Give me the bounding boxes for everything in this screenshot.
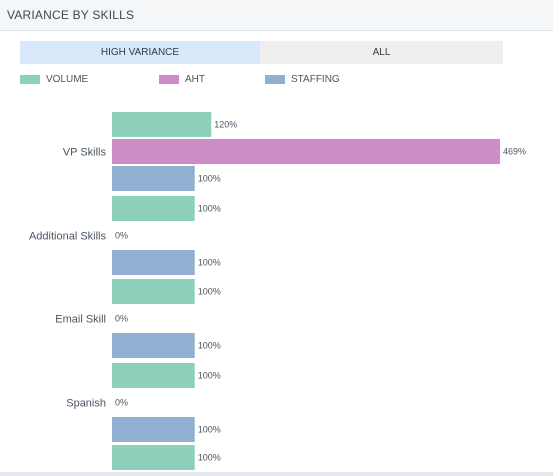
data-label-additional-skills-aht: 0% <box>115 231 128 241</box>
bar-additional-skills-staffing <box>112 250 195 275</box>
legend-swatch-staffing <box>265 74 285 84</box>
data-label-vp-skills-staffing: 100% <box>198 174 221 184</box>
legend-label-staffing: STAFFING <box>291 73 340 85</box>
bar-vp-skills-staffing <box>112 166 195 191</box>
data-label-email-skill-volume: 100% <box>198 287 221 297</box>
bar-vp-skills-aht <box>112 139 500 164</box>
data-label-spanish-staffing: 100% <box>198 425 221 435</box>
bar-spanish-volume <box>112 363 195 388</box>
legend-label-volume: VOLUME <box>46 73 89 85</box>
category-label-email-skill: Email Skill <box>55 314 106 326</box>
legend-item-aht[interactable]: AHT <box>159 72 205 86</box>
bar-email-skill-staffing <box>112 333 195 358</box>
legend-item-staffing[interactable]: STAFFING <box>265 72 340 86</box>
variance-bar-chart: VP Skills 120% 469% 100% Additional Skills 10… <box>29 112 526 470</box>
bar-blending-volume <box>112 445 195 470</box>
variance-tabs: HIGH VARIANCE ALL <box>20 41 503 64</box>
bar-email-skill-volume <box>112 279 195 304</box>
panel-title: VARIANCE BY SKILLS <box>7 8 135 22</box>
panel-header: VARIANCE BY SKILLS <box>0 0 553 31</box>
data-label-additional-skills-staffing: 100% <box>198 258 221 268</box>
data-label-vp-skills-aht: 469% <box>503 147 526 157</box>
data-label-additional-skills-volume: 100% <box>198 204 221 214</box>
data-label-vp-skills-volume: 120% <box>214 120 237 130</box>
legend-swatch-volume <box>20 74 40 84</box>
tab-high-variance[interactable]: HIGH VARIANCE <box>20 41 260 64</box>
bar-additional-skills-volume <box>112 196 195 221</box>
legend-swatch-aht <box>159 74 179 84</box>
category-label-spanish: Spanish <box>66 398 106 410</box>
data-label-spanish-aht: 0% <box>115 398 128 408</box>
data-label-email-skill-staffing: 100% <box>198 341 221 351</box>
bar-spanish-staffing <box>112 417 195 442</box>
bar-vp-skills-volume <box>112 112 212 137</box>
data-label-spanish-volume: 100% <box>198 371 221 381</box>
data-label-blending-volume: 100% <box>198 453 221 463</box>
data-label-email-skill-aht: 0% <box>115 314 128 324</box>
scroll-edge <box>0 472 553 476</box>
category-label-vp-skills: VP Skills <box>63 147 107 159</box>
tab-all[interactable]: ALL <box>260 41 503 64</box>
legend-item-volume[interactable]: VOLUME <box>20 72 88 86</box>
category-label-additional-skills: Additional Skills <box>29 231 107 243</box>
legend-label-aht: AHT <box>185 73 205 85</box>
